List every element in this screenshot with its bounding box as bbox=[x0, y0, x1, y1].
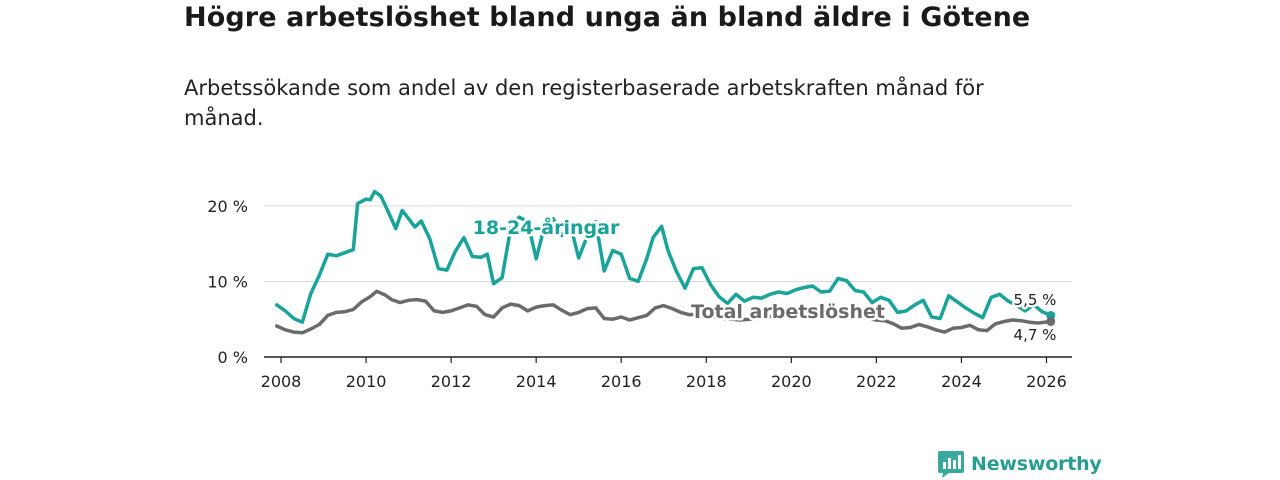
x-tick-label: 2020 bbox=[771, 372, 812, 391]
line-chart: 0 % 10 % 20 % 2008 2010 2012 2014 2016 2018 2020… bbox=[207, 189, 1072, 391]
x-tick-label: 2022 bbox=[856, 372, 897, 391]
x-tick-label: 2014 bbox=[516, 372, 557, 391]
y-tick-label: 10 % bbox=[207, 272, 248, 291]
end-value-label-total: 4,7 % bbox=[1014, 326, 1057, 344]
x-tick-label: 2026 bbox=[1026, 372, 1067, 391]
end-value-label-youth: 5,5 % bbox=[1014, 291, 1057, 309]
chart-subtitle: Arbetssökande som andel av den registerb… bbox=[184, 76, 984, 130]
newsworthy-logo-icon bbox=[938, 451, 964, 478]
series-label-youth-halo: 18-24-åringar bbox=[473, 215, 620, 239]
series-label-total: Total arbetslöshet bbox=[691, 301, 885, 323]
series-line-youth bbox=[275, 189, 1053, 324]
series-lines bbox=[275, 189, 1056, 335]
series-end-marker-total bbox=[1046, 316, 1056, 326]
end-value-label-youth-halo: 5,5 % bbox=[1014, 291, 1057, 309]
x-tick-label: 2012 bbox=[431, 372, 472, 391]
brand-name: Newsworthy bbox=[971, 453, 1102, 475]
y-axis: 0 % 10 % 20 % bbox=[207, 197, 248, 367]
x-axis: 2008 2010 2012 2014 2016 2018 2020 2022 2024 2026 bbox=[261, 356, 1072, 391]
x-tick-label: 2024 bbox=[941, 372, 982, 391]
y-tick-label: 0 % bbox=[218, 348, 248, 367]
y-tick-label: 20 % bbox=[207, 197, 248, 216]
newsworthy-logo[interactable]: Newsworthy bbox=[937, 449, 1102, 479]
x-tick-label: 2018 bbox=[686, 372, 727, 391]
x-tick-label: 2008 bbox=[261, 372, 302, 391]
gridlines bbox=[264, 205, 1072, 282]
x-tick-label: 2010 bbox=[346, 372, 387, 391]
x-tick-label: 2016 bbox=[601, 372, 642, 391]
series-line-total bbox=[275, 289, 1053, 335]
end-value-label-total-halo: 4,7 % bbox=[1014, 326, 1057, 344]
chart-title: Högre arbetslöshet bland unga än bland ä… bbox=[184, 2, 1031, 33]
series-label-youth: 18-24-åringar bbox=[473, 215, 620, 239]
series-label-total-halo: Total arbetslöshet bbox=[691, 301, 885, 323]
